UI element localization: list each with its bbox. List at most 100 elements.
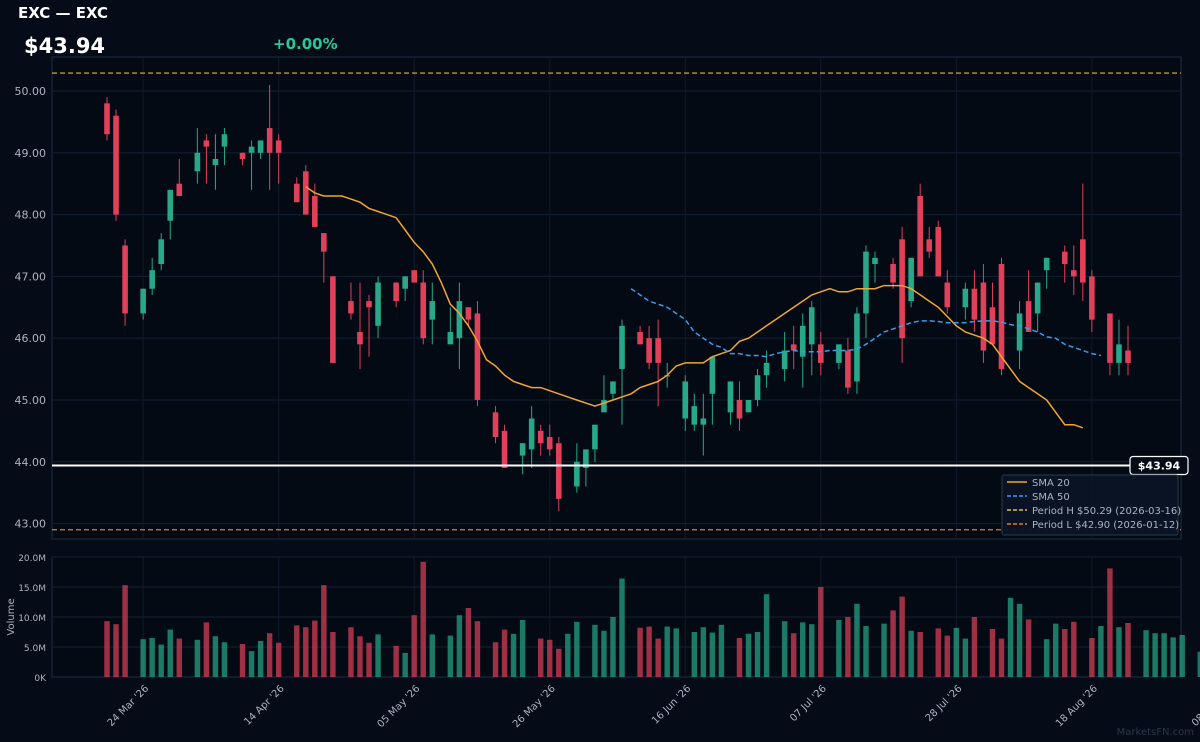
candle [682, 375, 689, 431]
price-panel [51, 56, 1182, 540]
price-tick-label: 43.00 [15, 518, 47, 531]
candle-body [1070, 270, 1077, 277]
volume-bar [818, 587, 824, 677]
last-price-label: $43.94 [1138, 459, 1181, 472]
candle [203, 134, 210, 184]
legend-label: Period L $42.90 (2026-01-12) [1032, 520, 1179, 531]
candle [456, 282, 463, 370]
candle [167, 189, 174, 240]
candle-body [845, 350, 851, 388]
candle-body [817, 344, 824, 363]
candle-body [465, 307, 472, 320]
candle-body [357, 331, 363, 345]
volume-bar [1116, 627, 1122, 677]
candle [158, 233, 165, 271]
candle-body [239, 152, 246, 159]
volume-bar [944, 635, 951, 677]
candle [366, 294, 372, 357]
sma50-line [630, 288, 1102, 358]
volume-bar [935, 628, 941, 677]
volume-bar [610, 617, 616, 677]
candle-body [330, 276, 336, 363]
volume-bar [854, 603, 860, 677]
volume-bar [1161, 633, 1167, 677]
candle [926, 226, 933, 258]
volume-bar [510, 633, 517, 677]
volume-bar [763, 594, 770, 677]
volume-bar [1043, 639, 1050, 677]
candle [944, 270, 951, 314]
volume-bar [303, 627, 309, 677]
price-tick-label: 49.00 [15, 147, 47, 160]
time-tick-label: 16 Jun '26 [650, 683, 693, 726]
volume-bar [501, 629, 508, 677]
candle [890, 257, 896, 289]
candle [1080, 183, 1086, 302]
candle-body [528, 418, 535, 450]
candle [574, 443, 580, 493]
volume-bar [1107, 568, 1113, 677]
candle-body [221, 134, 228, 147]
candle-body [1125, 350, 1131, 363]
candle [619, 319, 625, 425]
candle-body [637, 331, 643, 345]
volume-bar [547, 639, 553, 677]
volume-bar [800, 622, 806, 677]
candle [411, 270, 418, 283]
volume-bar [1125, 623, 1131, 677]
candle-body [872, 257, 878, 265]
volume-bar [619, 578, 625, 677]
volume-bar [1016, 603, 1023, 677]
volume-bar [781, 621, 788, 677]
volume-bar [745, 633, 752, 677]
candle-body [962, 288, 969, 308]
volume-bar [465, 608, 472, 677]
candle-body [248, 146, 255, 153]
candle-body [808, 307, 815, 345]
candle [736, 381, 743, 431]
volume-bar [176, 638, 182, 677]
candle-body [501, 430, 508, 468]
volume-bar [1007, 597, 1014, 677]
volume-bar [357, 636, 363, 677]
volume-bar [700, 627, 707, 677]
candle [601, 375, 607, 413]
candle [781, 331, 788, 382]
candle [646, 325, 652, 370]
candle-body [574, 461, 580, 487]
candle-body [763, 362, 770, 376]
volume-bar [402, 653, 408, 677]
candle [447, 307, 454, 345]
candle [176, 158, 183, 197]
price-tick-label: 44.00 [15, 456, 47, 469]
candle-body [140, 288, 146, 314]
volume-bar [673, 628, 679, 677]
candle [140, 288, 146, 320]
candle [104, 97, 110, 141]
candle [1125, 325, 1131, 376]
volume-bar [140, 639, 146, 677]
candle [393, 282, 399, 308]
time-tick-label: 08 Sep '26 [1190, 683, 1200, 729]
candle [917, 183, 923, 277]
price-tick-label: 46.00 [15, 332, 47, 345]
candle [528, 406, 535, 468]
candle-body [745, 399, 752, 413]
candle [492, 406, 499, 444]
candle-body [212, 158, 219, 166]
candle-body [989, 307, 996, 345]
volume-bar [1098, 626, 1104, 677]
volume-bar [158, 644, 164, 677]
candle-body [754, 375, 761, 400]
legend-label: SMA 50 [1032, 492, 1070, 503]
time-tick-label: 14 Apr '26 [242, 683, 286, 727]
candle [691, 393, 698, 431]
volume-bar [1170, 637, 1176, 677]
candle [239, 152, 246, 166]
candle [709, 356, 716, 425]
candle-body [709, 356, 716, 394]
candle-body [908, 257, 914, 302]
candle [962, 282, 969, 320]
volume-bar [565, 633, 571, 677]
volume-bar [809, 624, 815, 677]
